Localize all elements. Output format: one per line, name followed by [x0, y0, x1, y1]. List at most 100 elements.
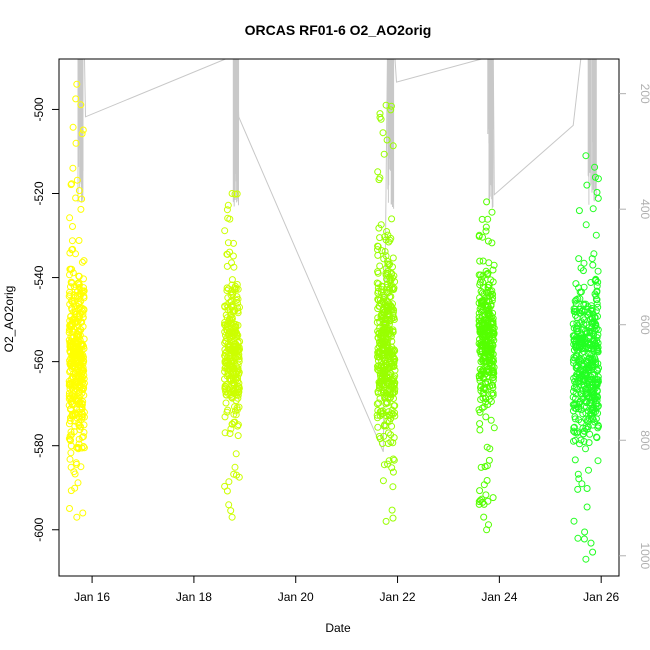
data-point	[488, 208, 496, 216]
data-point	[66, 417, 74, 425]
data-point	[575, 475, 583, 483]
data-point	[484, 378, 492, 386]
data-point	[80, 284, 87, 292]
data-point	[374, 284, 382, 292]
data-point	[387, 438, 395, 446]
data-point	[227, 291, 235, 299]
y-tick-label-0: -600	[32, 517, 46, 541]
data-point	[78, 130, 86, 138]
data-point	[75, 338, 83, 345]
data-point	[230, 239, 237, 247]
data-point	[232, 397, 240, 405]
data-point	[388, 284, 396, 292]
data-point	[578, 390, 585, 398]
data-point	[76, 351, 84, 359]
data-point	[235, 473, 243, 481]
data-point	[579, 373, 587, 381]
data-point	[585, 439, 593, 447]
data-point	[74, 479, 82, 487]
data-point	[570, 423, 578, 431]
data-point	[66, 505, 73, 512]
data-point	[389, 468, 397, 476]
series-RF03	[373, 101, 399, 525]
data-point	[477, 350, 485, 358]
data-point	[75, 187, 83, 195]
data-point	[389, 483, 397, 491]
data-point	[388, 506, 396, 514]
altitude-profiles-RF03	[387, 59, 395, 209]
data-point	[232, 450, 240, 458]
data-point	[231, 282, 239, 290]
data-point	[477, 387, 485, 395]
data-point	[574, 485, 582, 493]
data-point	[589, 415, 597, 423]
data-point	[223, 487, 231, 495]
data-point	[72, 250, 79, 258]
y2-tick-label-0: 200	[638, 84, 650, 104]
data-point	[382, 400, 390, 408]
data-point	[578, 480, 586, 488]
data-point	[579, 410, 587, 418]
data-point	[380, 461, 388, 469]
data-point	[73, 377, 81, 385]
data-point	[569, 401, 577, 409]
altitude-profiles-RF02	[232, 59, 240, 207]
data-point	[384, 304, 392, 311]
data-point	[378, 247, 386, 255]
data-point	[482, 491, 490, 499]
data-point	[575, 207, 583, 215]
data-point	[589, 548, 597, 556]
data-point	[570, 384, 578, 392]
data-point	[577, 406, 585, 414]
data-point	[580, 308, 588, 316]
data-point	[385, 457, 393, 465]
data-point	[576, 295, 584, 303]
data-point	[236, 303, 243, 311]
data-point	[69, 164, 77, 172]
data-point	[486, 445, 494, 453]
data-point	[578, 349, 586, 357]
data-point	[582, 366, 590, 374]
data-point	[77, 101, 85, 109]
data-point	[573, 342, 581, 350]
y2-axis: 200 400 600 800 1000	[619, 84, 650, 569]
data-point	[380, 389, 388, 397]
data-point	[73, 333, 81, 341]
x-tick-label-0: Jan 16	[74, 590, 110, 604]
data-point	[476, 408, 484, 416]
data-point	[391, 402, 399, 410]
data-point	[489, 317, 497, 325]
data-point	[224, 239, 232, 247]
data-point	[379, 298, 387, 306]
data-point	[379, 340, 387, 348]
data-point	[224, 340, 232, 348]
data-point	[376, 379, 384, 387]
data-point	[68, 237, 76, 245]
data-point	[225, 317, 233, 325]
data-point	[477, 271, 485, 279]
y2-tick-label-2: 600	[638, 315, 650, 335]
data-point	[235, 379, 243, 387]
data-point	[378, 283, 386, 291]
data-point	[594, 303, 602, 311]
data-point	[380, 150, 388, 158]
data-point	[379, 477, 387, 485]
data-point	[571, 415, 579, 423]
data-point	[374, 362, 381, 370]
data-point	[389, 274, 396, 282]
y-tick-label-3: -540	[32, 265, 46, 289]
data-point	[79, 323, 87, 331]
data-point	[66, 455, 74, 463]
data-point	[481, 311, 489, 318]
data-point	[583, 181, 591, 189]
data-point	[580, 535, 588, 543]
data-point	[387, 275, 395, 283]
data-point	[374, 407, 382, 414]
data-point	[572, 280, 580, 288]
data-point	[382, 269, 390, 277]
data-point	[573, 325, 580, 333]
data-point	[72, 194, 80, 202]
data-point	[222, 325, 230, 333]
data-point	[483, 270, 491, 278]
